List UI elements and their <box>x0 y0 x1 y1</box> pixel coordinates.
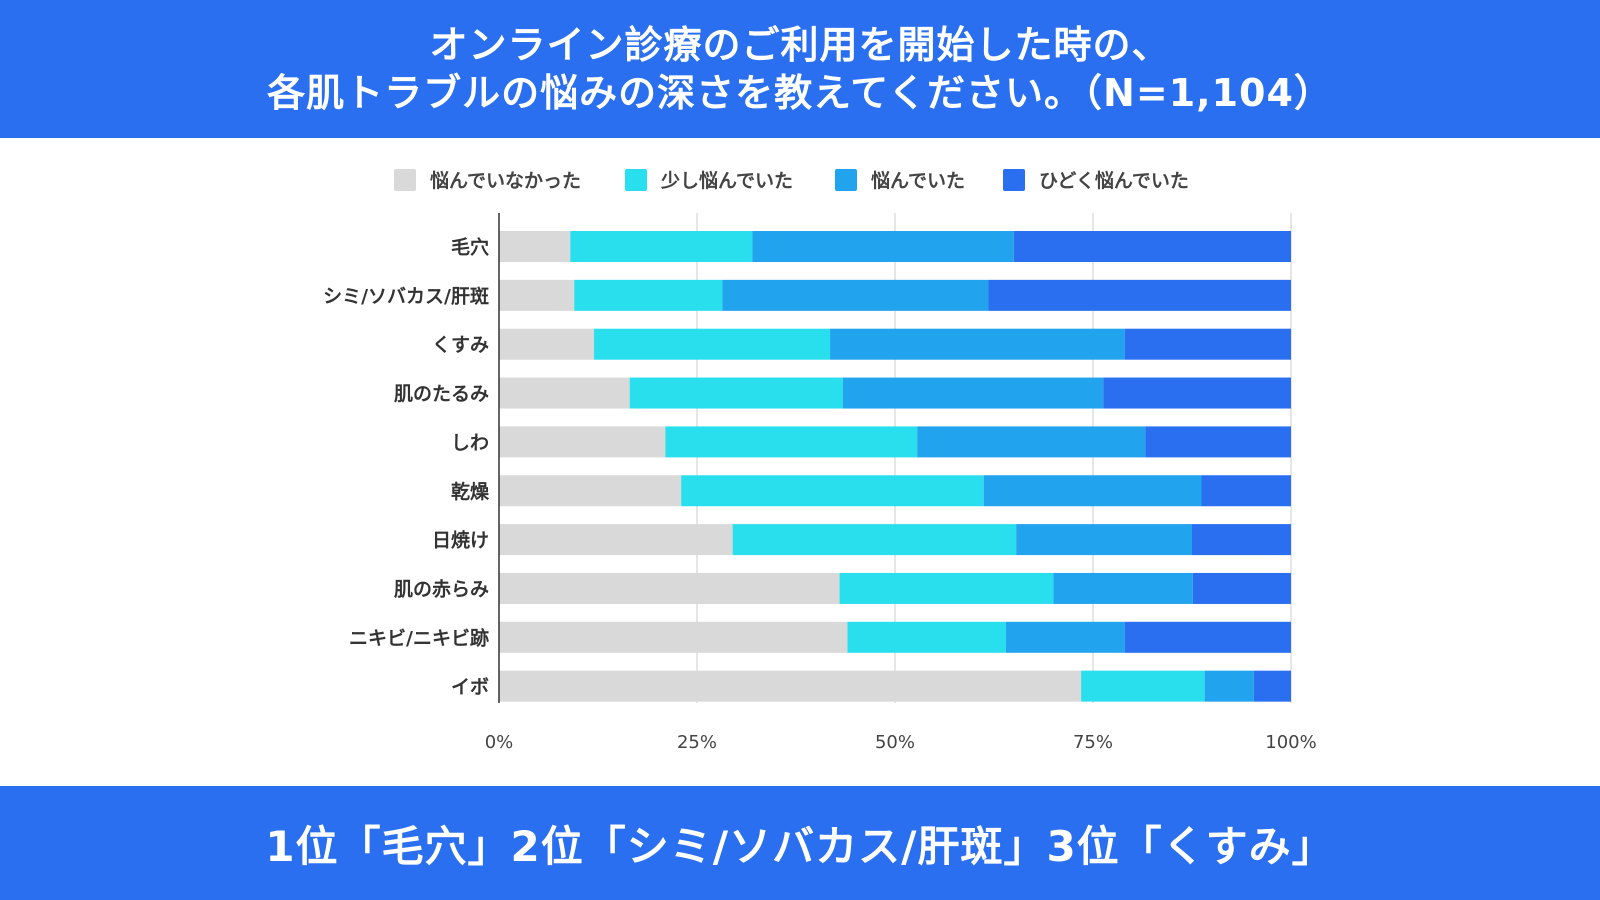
stacked-bar-chart: 悩んでいなかった 少し悩んでいた 悩んでいた ひどく悩んでいた毛穴シミ/ソバカス/肝斑… <box>323 169 1317 753</box>
footer-banner: 1位「毛穴」2位「シミ/ソバカス/肝斑」3位「くすみ」 <box>0 786 1600 900</box>
bar-2-series-1 <box>499 279 575 311</box>
bar-5-series-3 <box>917 426 1146 458</box>
bar-4-series-1 <box>499 377 630 409</box>
bar-7-series-4 <box>1192 524 1291 556</box>
bar-9-series-2 <box>847 621 1006 653</box>
x-tick-label-75: 75% <box>1073 732 1113 753</box>
bar-3-series-2 <box>594 328 831 360</box>
bar-8-series-2 <box>839 572 1054 604</box>
legend-label-3: 悩んでいた <box>871 169 965 192</box>
bar-8-series-4 <box>1192 572 1291 604</box>
header-banner: オンライン診療のご利用を開始した時の、 各肌トラブルの悩みの深さを教えてください… <box>0 0 1600 138</box>
bar-2-series-4 <box>988 279 1291 311</box>
category-label-10: イボ <box>451 676 489 698</box>
bar-10-series-2 <box>1081 670 1205 702</box>
bar-9-series-1 <box>499 621 848 653</box>
bar-10-series-4 <box>1253 670 1291 702</box>
bar-8-series-3 <box>1053 572 1193 604</box>
category-label-7: 日焼け <box>432 529 489 552</box>
bar-6-series-1 <box>499 475 682 507</box>
bar-5-series-4 <box>1145 426 1291 458</box>
bar-2-series-2 <box>574 279 723 311</box>
bar-3-series-3 <box>830 328 1125 360</box>
bar-9-series-4 <box>1124 621 1291 653</box>
bar-1-series-2 <box>570 231 753 262</box>
bar-5-series-2 <box>665 426 918 458</box>
footer-ranking-text: 1位「毛穴」2位「シミ/ソバカス/肝斑」3位「くすみ」 <box>265 821 1335 871</box>
bar-3-series-1 <box>499 328 595 360</box>
bar-1-series-1 <box>499 231 571 262</box>
category-label-9: ニキビ/ニキビ跡 <box>349 626 489 649</box>
legend-swatch-1 <box>394 169 416 191</box>
bar-10-series-3 <box>1204 670 1254 702</box>
x-tick-label-25: 25% <box>677 732 717 753</box>
bar-7-series-2 <box>732 524 1017 556</box>
bar-6-series-4 <box>1201 475 1291 507</box>
bar-3-series-4 <box>1124 328 1291 360</box>
category-label-2: シミ/ソバカス/肝斑 <box>323 285 489 307</box>
bar-1-series-4 <box>1013 231 1291 262</box>
bar-7-series-3 <box>1016 524 1192 556</box>
legend-swatch-2 <box>625 169 647 191</box>
chart-area: 悩んでいなかった 少し悩んでいた 悩んでいた ひどく悩んでいた毛穴シミ/ソバカス/肝斑… <box>0 138 1600 786</box>
bar-6-series-3 <box>983 475 1202 507</box>
bar-4-series-3 <box>842 377 1104 409</box>
legend-label-2: 少し悩んでいた <box>660 169 793 192</box>
category-label-3: くすみ <box>432 334 489 356</box>
category-label-5: しわ <box>451 432 489 454</box>
legend-label-1: 悩んでいなかった <box>430 169 581 192</box>
legend-label-4: ひどく悩んでいた <box>1039 169 1189 192</box>
bar-4-series-2 <box>629 377 843 409</box>
category-label-6: 乾燥 <box>451 480 490 503</box>
bar-10-series-1 <box>499 670 1082 702</box>
bar-6-series-2 <box>681 475 984 507</box>
bar-9-series-3 <box>1005 621 1125 653</box>
header-title-line-2: 各肌トラブルの悩みの深さを教えてください。（N=1,104） <box>267 71 1333 115</box>
x-tick-label-100: 100% <box>1265 732 1316 753</box>
bar-4-series-4 <box>1103 377 1291 409</box>
legend-swatch-3 <box>835 169 857 191</box>
bar-8-series-1 <box>499 572 840 604</box>
x-tick-label-0: 0% <box>485 732 514 753</box>
legend-swatch-4 <box>1003 169 1025 191</box>
header-title-line-1: オンライン診療のご利用を開始した時の、 <box>429 23 1171 67</box>
bar-5-series-1 <box>499 426 666 458</box>
bar-7-series-1 <box>499 524 733 556</box>
category-label-1: 毛穴 <box>451 236 489 259</box>
bar-2-series-3 <box>722 279 989 311</box>
category-label-4: 肌のたるみ <box>394 383 489 405</box>
bar-1-series-3 <box>752 231 1014 262</box>
x-tick-label-50: 50% <box>875 732 915 753</box>
category-label-8: 肌の赤らみ <box>394 578 489 600</box>
